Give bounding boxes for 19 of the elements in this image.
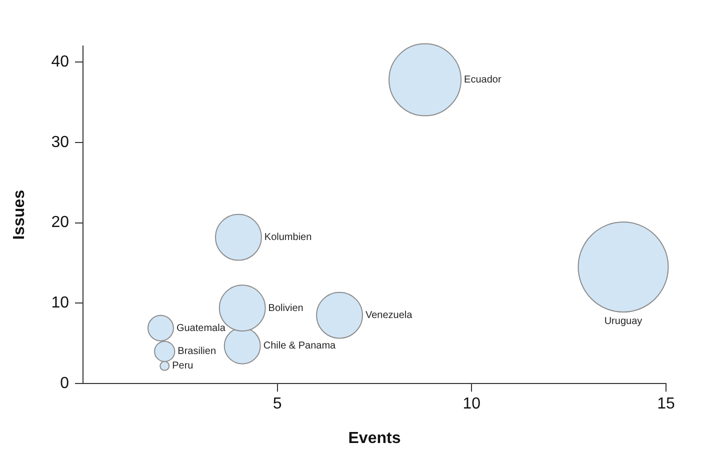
- y-tick-label: 30: [51, 134, 70, 151]
- series-label: Chile & Panama: [263, 340, 336, 352]
- series-label: Guatemala: [176, 322, 226, 334]
- series-label: Venezuela: [365, 310, 413, 322]
- x-tick-label: 15: [657, 396, 675, 413]
- series-label: Bolivien: [268, 302, 304, 314]
- y-tick-label: 40: [51, 53, 70, 70]
- x-axis-title: Events: [348, 430, 401, 447]
- series-label: Ecuador: [464, 74, 502, 86]
- series-label: Kolumbien: [264, 232, 312, 244]
- series-label: Brasilien: [178, 346, 216, 358]
- y-tick-label: 0: [60, 375, 70, 392]
- series-label: Peru: [172, 360, 194, 372]
- y-tick-label: 20: [51, 214, 70, 232]
- x-tick-label: 5: [272, 396, 282, 413]
- y-axis-title: Issues: [11, 190, 28, 240]
- x-tick-label: 10: [462, 396, 481, 413]
- y-tick-label: 10: [51, 294, 70, 312]
- series-label: Uruguay: [604, 316, 642, 327]
